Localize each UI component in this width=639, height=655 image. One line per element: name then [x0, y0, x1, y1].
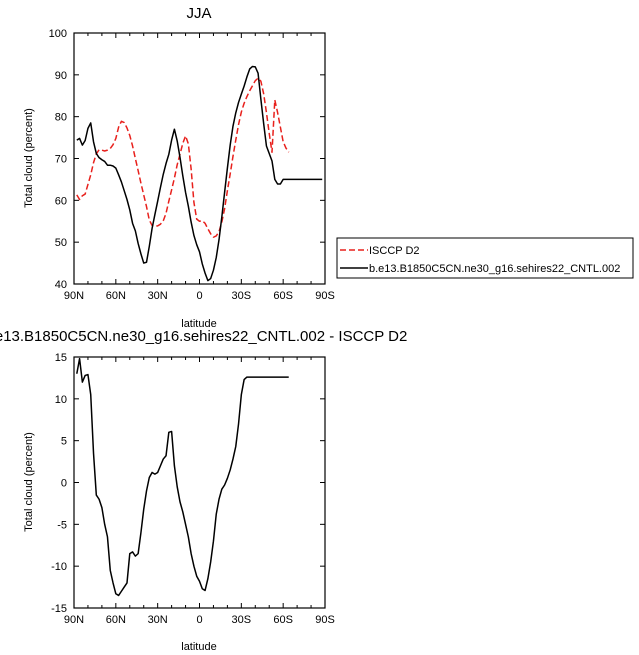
bottom-chart-title: .e13.B1850C5CN.ne30_g16.sehires22_CNTL.0…: [0, 328, 407, 345]
top-chart-title: JJA: [186, 5, 211, 22]
bottom-series-line-0: [76, 357, 289, 597]
top-panel: JJA Total cloud (percent) latitude 90N 60…: [23, 5, 335, 330]
legend-box: [336, 237, 634, 279]
top-y-tick-label: 60: [55, 195, 67, 207]
bottom-y-tick-label: -5: [57, 519, 67, 531]
top-plot-frame: [73, 32, 326, 285]
bottom-y-tick-label: -10: [51, 561, 67, 573]
bottom-y-tick-label: 15: [55, 352, 67, 364]
top-x-axis-label: latitude: [181, 318, 216, 330]
top-y-tick-label: 80: [55, 112, 67, 124]
bottom-y-axis-label: Total cloud (percent): [23, 432, 35, 532]
bottom-y-tick-label: -15: [51, 603, 67, 615]
legend: ISCCP D2 b.e13.B1850C5CN.ne30_g16.sehire…: [336, 237, 634, 279]
top-lines: [76, 65, 323, 282]
top-series-line-1: [76, 65, 323, 282]
top-x-tick-label: 60N: [106, 290, 126, 302]
legend-label-model: b.e13.B1850C5CN.ne30_g16.sehires22_CNTL.…: [369, 263, 620, 275]
bottom-x-tick-label: 90N: [64, 614, 84, 626]
top-ticks: 90N 60N 30N 0 30S 60S 90S 40 50 60 70 80 90 100: [49, 28, 335, 302]
bottom-x-tick-label: 60N: [106, 614, 126, 626]
top-y-tick-label: 40: [55, 279, 67, 291]
bottom-x-tick-label: 0: [196, 614, 202, 626]
top-y-tick-label: 100: [49, 28, 67, 40]
bottom-x-axis-label: latitude: [181, 641, 216, 653]
top-x-tick-label: 30N: [148, 290, 168, 302]
bottom-ticks: 90N 60N 30N 0 30S 60S 90S -15 -10 -5 0 5 10 15: [51, 352, 335, 626]
bottom-y-tick-label: 10: [55, 394, 67, 406]
top-y-tick-label: 50: [55, 237, 67, 249]
top-x-tick-label: 30S: [232, 290, 252, 302]
top-x-tick-label: 60S: [273, 290, 293, 302]
bottom-y-tick-label: 5: [61, 436, 67, 448]
bottom-panel: .e13.B1850C5CN.ne30_g16.sehires22_CNTL.0…: [0, 328, 407, 653]
bottom-x-tick-label: 90S: [315, 614, 335, 626]
bottom-x-tick-label: 60S: [273, 614, 293, 626]
bottom-y-tick-label: 0: [61, 478, 67, 490]
top-y-axis-label: Total cloud (percent): [23, 108, 35, 208]
top-x-tick-label: 90N: [64, 290, 84, 302]
bottom-plot-frame: [73, 356, 326, 609]
bottom-x-tick-label: 30S: [232, 614, 252, 626]
top-y-tick-label: 70: [55, 154, 67, 166]
top-y-tick-label: 90: [55, 70, 67, 82]
bottom-x-tick-label: 30N: [148, 614, 168, 626]
legend-label-isccp: ISCCP D2: [369, 245, 420, 257]
top-x-tick-label: 0: [196, 290, 202, 302]
top-series-line-0: [76, 77, 290, 238]
top-x-tick-label: 90S: [315, 290, 335, 302]
bottom-lines: [76, 357, 289, 597]
